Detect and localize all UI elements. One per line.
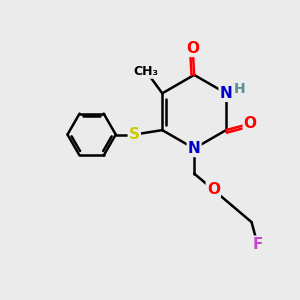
Text: N: N: [220, 86, 232, 101]
Text: CH₃: CH₃: [134, 65, 159, 78]
Text: O: O: [186, 41, 199, 56]
Text: F: F: [252, 237, 263, 252]
Text: H: H: [233, 82, 245, 96]
Text: S: S: [129, 127, 140, 142]
Text: N: N: [188, 141, 200, 156]
Text: O: O: [244, 116, 257, 131]
Text: O: O: [207, 182, 220, 197]
